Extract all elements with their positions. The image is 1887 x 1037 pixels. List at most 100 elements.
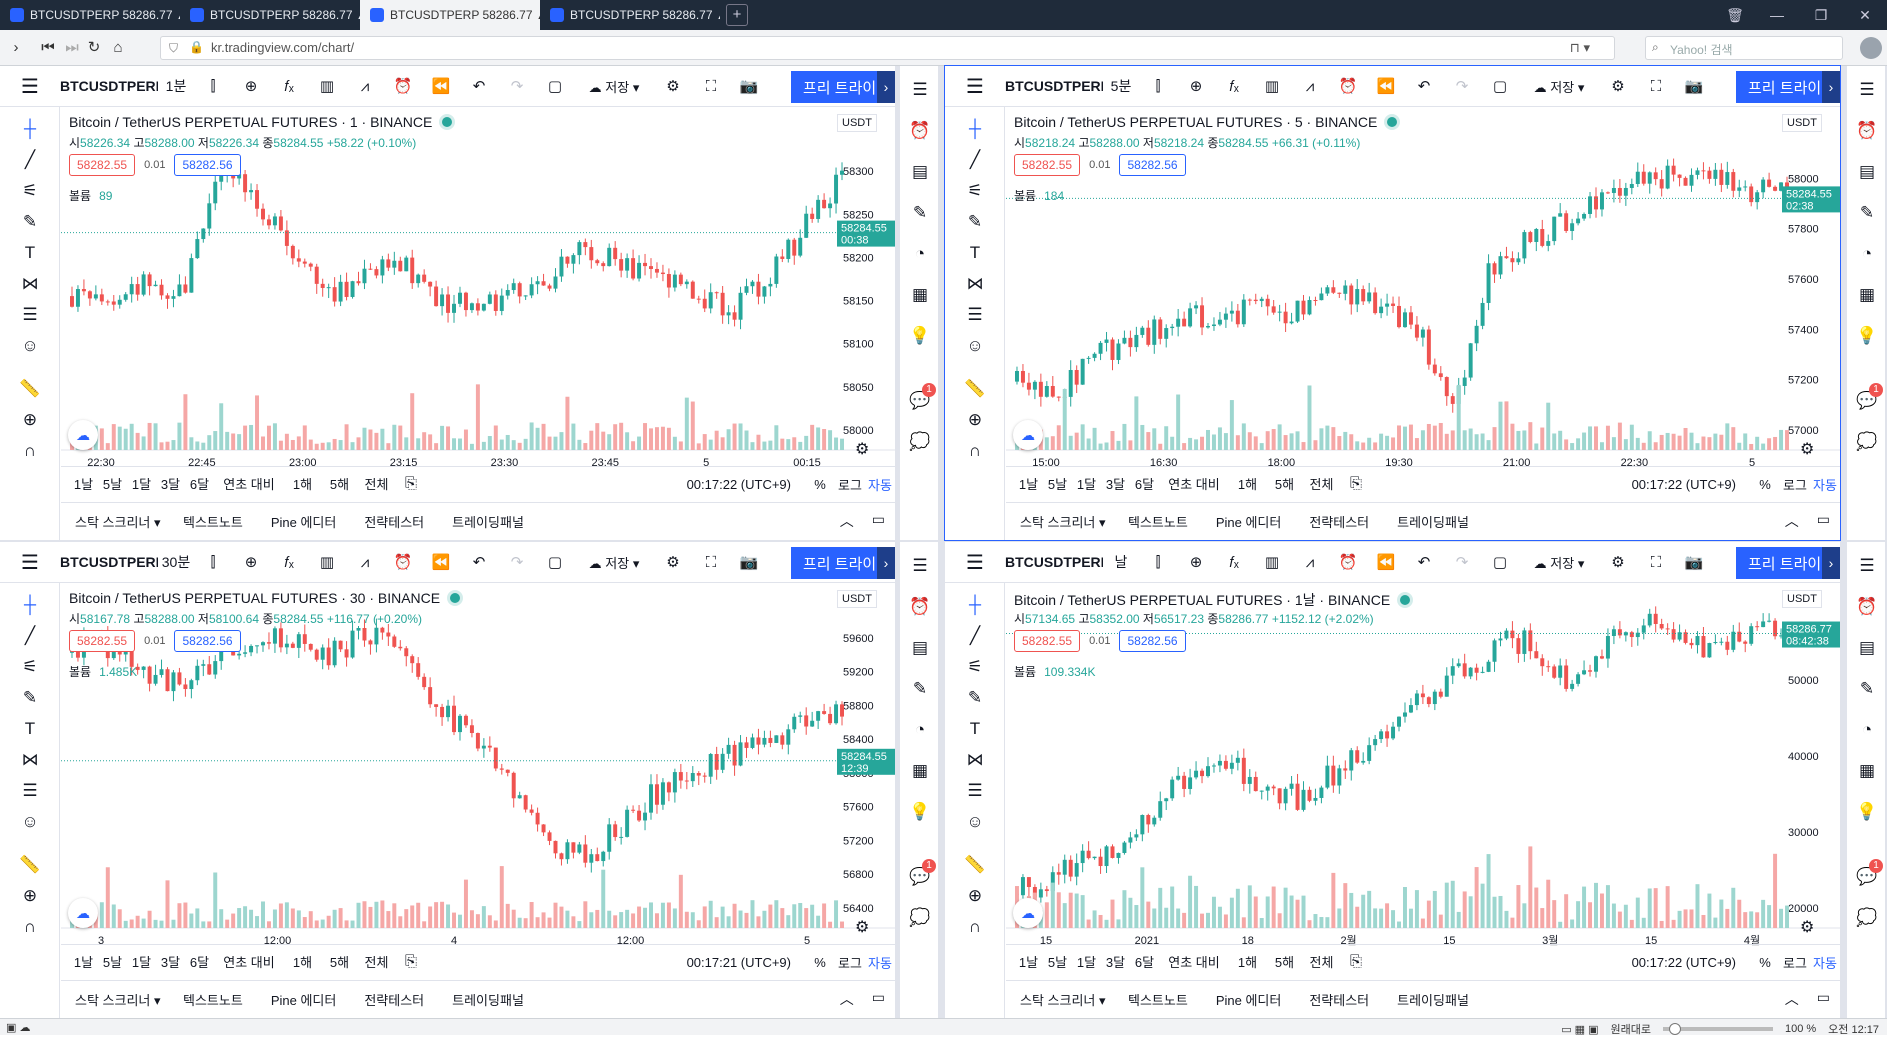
restore-icon[interactable]: ❐ xyxy=(1814,7,1828,23)
candlestick-chart[interactable]: 5840058000578005760057400572005700015:00… xyxy=(1006,108,1840,472)
brush-icon[interactable]: ✎ xyxy=(22,212,38,231)
replay-icon[interactable]: ⏪ xyxy=(1376,78,1396,95)
alert-icon[interactable]: ⏰ xyxy=(1338,78,1358,95)
profile-avatar[interactable] xyxy=(1860,37,1882,59)
utc-clock[interactable]: 00:17:22 (UTC+9) xyxy=(1631,476,1736,492)
candles-icon[interactable]: ⫿ xyxy=(1155,553,1161,571)
interval-button[interactable]: 30분 xyxy=(161,554,191,570)
auto-toggle[interactable]: 자동 xyxy=(868,955,892,971)
utc-clock[interactable]: 00:17:22 (UTC+9) xyxy=(686,476,791,492)
candlestick-chart[interactable]: 6000050000400003000020000152021182월153월1… xyxy=(1006,584,1840,950)
chart-settings-gear-icon[interactable]: ⚙ xyxy=(855,441,870,458)
undo-icon[interactable]: ↶ xyxy=(472,554,486,571)
watchlist-icon[interactable]: ☰ xyxy=(1859,556,1875,575)
brush-icon[interactable]: ✎ xyxy=(22,688,38,707)
notification-icon[interactable]: 💭 xyxy=(909,908,931,927)
undo-icon[interactable]: ↶ xyxy=(472,78,486,95)
free-trial-button[interactable]: 프리 트라이얼 › xyxy=(791,547,895,579)
widget-tab[interactable]: Pine 에디터 xyxy=(257,512,351,531)
alert-clock-icon[interactable]: ⏰ xyxy=(909,597,931,616)
range-button[interactable]: 전체 xyxy=(364,477,389,492)
log-toggle[interactable]: 로그 xyxy=(1783,955,1807,971)
cursor-icon[interactable]: ┼ xyxy=(23,119,37,138)
menu-icon[interactable]: ☰ xyxy=(21,551,39,574)
indicators-icon[interactable]: 𝑓ₓ xyxy=(284,77,294,95)
layout-icon[interactable]: ▢ xyxy=(1492,554,1508,571)
screen-icon[interactable]: ▭ ▦ ▣ xyxy=(1561,1023,1599,1036)
ruler-icon[interactable]: 📏 xyxy=(964,855,986,874)
maximize-panel-icon[interactable]: ▭ xyxy=(871,989,885,1005)
fib-icon[interactable]: ⚟ xyxy=(967,657,983,676)
menu-icon[interactable]: ☰ xyxy=(21,75,39,98)
interval-button[interactable]: 5분 xyxy=(1110,78,1132,94)
widget-tab[interactable]: 텍스트노트 xyxy=(169,990,257,1009)
data-window-icon[interactable]: ◔ xyxy=(914,244,926,263)
indicators-icon[interactable]: 𝑓ₓ xyxy=(1229,77,1239,95)
redo-icon[interactable]: ↷ xyxy=(510,78,524,95)
trendline-icon[interactable]: ╱ xyxy=(24,150,36,169)
browser-tab[interactable]: BTCUSDTPERP 58286.77 ▲✕ xyxy=(540,0,720,30)
free-trial-button[interactable]: 프리 트라이얼 › xyxy=(1736,547,1840,579)
interval-button[interactable]: 1분 xyxy=(165,78,187,94)
zoom-reset-label[interactable]: 원래대로 xyxy=(1610,1024,1651,1036)
close-window-icon[interactable]: ✕ xyxy=(1859,7,1871,23)
emoji-icon[interactable]: ☺ xyxy=(966,336,984,355)
range-button[interactable]: 5해 xyxy=(1274,477,1295,492)
widget-tab[interactable]: 트레이딩패널 xyxy=(1383,990,1483,1009)
fib-icon[interactable]: ⚟ xyxy=(967,181,983,200)
magnet-icon[interactable]: ∩ xyxy=(968,917,982,936)
settings-icon[interactable]: ⚙ xyxy=(1611,78,1625,95)
range-button[interactable]: 5날 xyxy=(1047,955,1068,970)
collapse-icon[interactable]: ︿ xyxy=(839,991,854,1007)
watchlist-icon[interactable]: ☰ xyxy=(1859,80,1875,99)
brush-icon[interactable]: ✎ xyxy=(967,688,983,707)
reload-icon[interactable]: ↻ xyxy=(87,39,101,56)
range-button[interactable]: 1달 xyxy=(1076,477,1097,492)
forward-icon[interactable]: › xyxy=(13,39,19,56)
ruler-icon[interactable]: 📏 xyxy=(19,379,41,398)
range-button[interactable]: 6달 xyxy=(1134,477,1155,492)
zoom-slider[interactable] xyxy=(1662,1023,1773,1035)
range-button[interactable]: 3달 xyxy=(160,955,181,970)
chart-settings-gear-icon[interactable]: ⚙ xyxy=(855,919,870,936)
chart-pane[interactable]: ☰ BTCUSDTPERP 30분 ⫿ ⊕ 𝑓ₓ ▥ ⩘ ⏰ ⏪ ↶ ↷ ▢ ☁… xyxy=(0,542,895,1018)
percent-toggle[interactable]: % xyxy=(814,954,826,970)
range-button[interactable]: 연초 대비 xyxy=(223,955,275,970)
layout-icon[interactable]: ▢ xyxy=(547,554,563,571)
trendline-icon[interactable]: ╱ xyxy=(969,626,981,645)
menu-icon[interactable]: ☰ xyxy=(966,551,984,574)
candles-icon[interactable]: ⫿ xyxy=(210,77,216,95)
range-button[interactable]: 1날 xyxy=(1018,477,1039,492)
collapse-icon[interactable]: ︿ xyxy=(839,513,854,529)
widget-tab[interactable]: 스탁 스크리너 ▾ xyxy=(1020,993,1106,1008)
buy-button[interactable]: 58282.56 xyxy=(174,630,241,652)
save-button[interactable]: ☁ 저장 ▾ xyxy=(1533,79,1585,95)
percent-toggle[interactable]: % xyxy=(1759,476,1771,492)
cursor-icon[interactable]: ┼ xyxy=(968,595,982,614)
range-button[interactable]: 1해 xyxy=(292,477,313,492)
minimize-icon[interactable]: — xyxy=(1770,7,1784,23)
widget-tab[interactable]: Pine 에디터 xyxy=(1202,512,1296,531)
hotlist-icon[interactable]: 💡 xyxy=(1856,326,1878,345)
symbol-search-button[interactable]: BTCUSDTPERP xyxy=(60,78,158,94)
prediction-icon[interactable]: ☰ xyxy=(22,781,38,800)
skip-back-icon[interactable]: ⏮ xyxy=(41,39,55,56)
alert-clock-icon[interactable]: ⏰ xyxy=(1856,121,1878,140)
pattern-icon[interactable]: ⋈ xyxy=(966,274,984,293)
undo-icon[interactable]: ↶ xyxy=(1417,554,1431,571)
range-button[interactable]: 1해 xyxy=(1237,955,1258,970)
prediction-icon[interactable]: ☰ xyxy=(967,305,983,324)
emoji-icon[interactable]: ☺ xyxy=(21,336,39,355)
candles-icon[interactable]: ⫿ xyxy=(210,553,216,571)
trash-icon[interactable]: 🗑 xyxy=(1726,7,1744,23)
text-tool-icon[interactable]: T xyxy=(969,243,981,262)
range-button[interactable]: 3달 xyxy=(1105,477,1126,492)
notification-icon[interactable]: 💭 xyxy=(909,432,931,451)
log-toggle[interactable]: 로그 xyxy=(1783,477,1807,493)
compare-icon[interactable]: ⊕ xyxy=(244,554,258,571)
buy-button[interactable]: 58282.56 xyxy=(1119,154,1186,176)
widget-tab[interactable]: Pine 에디터 xyxy=(1202,990,1296,1009)
news-icon[interactable]: ▤ xyxy=(911,162,929,181)
cursor-icon[interactable]: ┼ xyxy=(968,119,982,138)
trendline-icon[interactable]: ╱ xyxy=(969,150,981,169)
